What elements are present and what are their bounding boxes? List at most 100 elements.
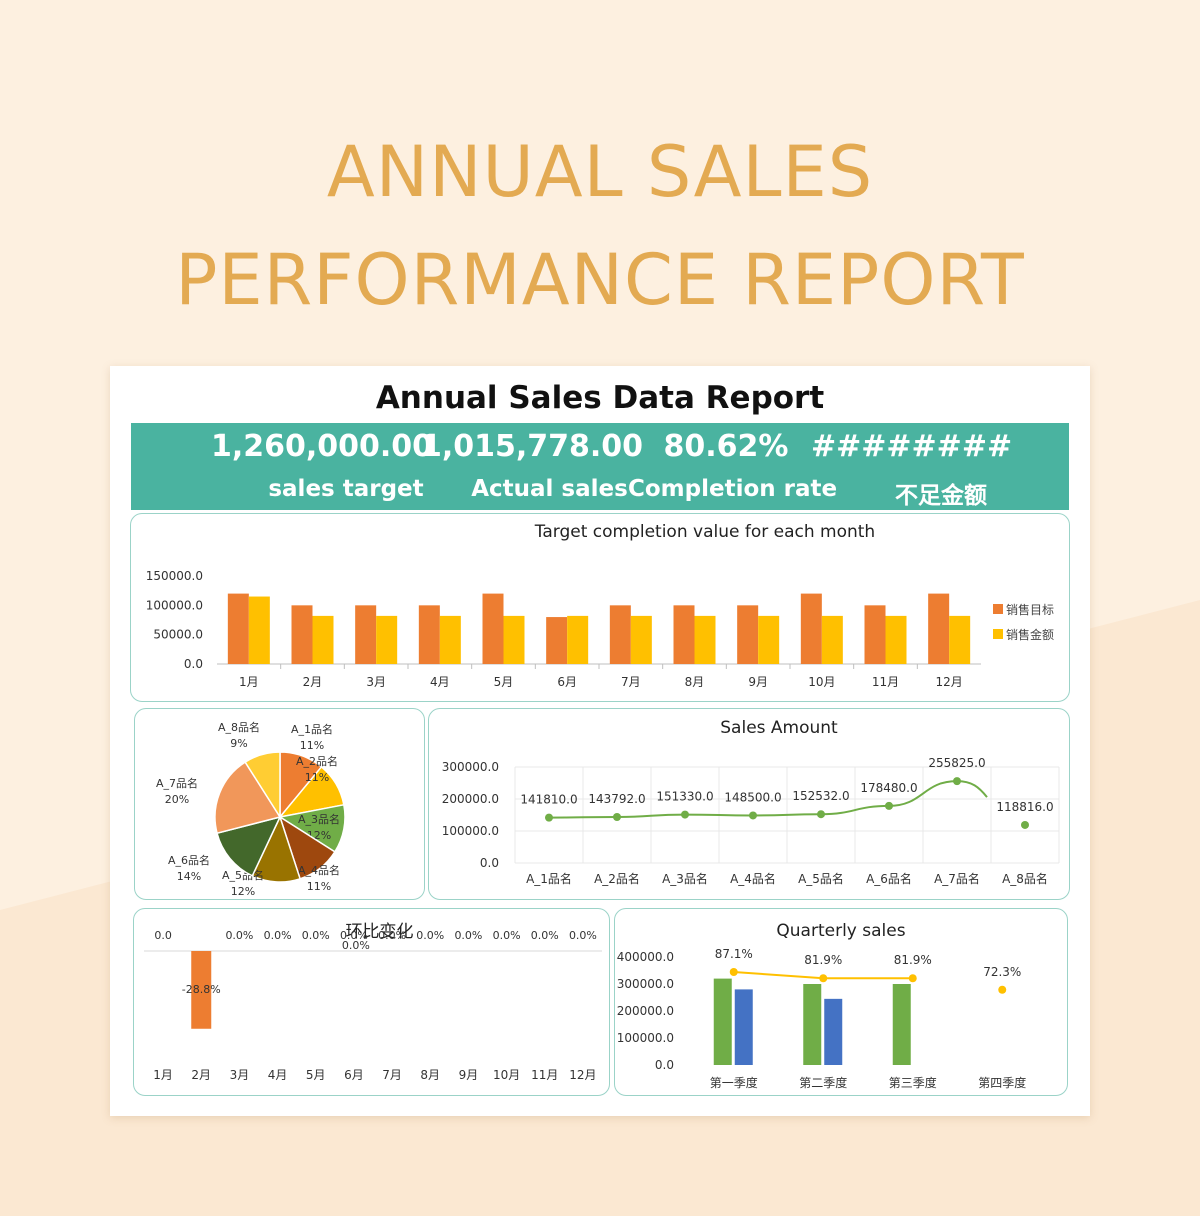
quarter-bar: [892, 984, 911, 1065]
x-tick-label: A_5品名: [798, 871, 844, 886]
x-tick-label: 9月: [459, 1068, 479, 1082]
rate-point: [729, 968, 738, 976]
hero-title: ANNUAL SALES PERFORMANCE REPORT: [0, 118, 1200, 334]
y-tick-label: 0.0: [480, 856, 499, 870]
pie-percent-label: 12%: [231, 885, 255, 898]
data-point: [749, 811, 757, 820]
data-label: 255825.0: [928, 756, 985, 770]
x-tick-label: 5月: [494, 675, 514, 689]
pie-category-label: A_2品名: [296, 754, 338, 768]
sales-amount-title: Sales Amount: [720, 718, 838, 738]
data-label: 0.0%: [493, 929, 521, 942]
y-tick-label: 150000.0: [146, 569, 203, 583]
quarter-bar: [803, 984, 822, 1065]
pie-category-label: A_7品名: [156, 776, 198, 790]
bar-actual: [312, 615, 334, 664]
data-label: 0.0%: [340, 929, 368, 942]
x-tick-label: 4月: [430, 675, 450, 689]
hero-title-line2: PERFORMANCE REPORT: [175, 239, 1025, 321]
bar-actual: [567, 615, 589, 664]
kpi-sales-target-value: 1,260,000.00: [211, 429, 434, 464]
report-title: Annual Sales Data Report: [375, 380, 825, 416]
mom-change-title: 环比变化: [345, 922, 414, 942]
bar-target: [291, 605, 313, 664]
x-tick-label: 第二季度: [799, 1075, 847, 1090]
bar-target: [673, 605, 695, 664]
x-tick-label: A_6品名: [866, 871, 912, 886]
bar-target: [928, 593, 950, 664]
rate-label: 81.9%: [894, 953, 932, 967]
data-label: 0.0%: [531, 929, 559, 942]
x-tick-label: 6月: [557, 675, 577, 689]
pie-percent-label: 20%: [165, 793, 189, 806]
sales-line: [548, 780, 988, 819]
monthly-target-panel: Target completion value for each month 1…: [130, 513, 1070, 702]
product-pie-chart: A_1品名11%A_2品名11%A_3品名12%A_4品名11%A_5品名12%…: [156, 720, 346, 898]
y-tick-label: 300000.0: [617, 977, 674, 991]
y-tick-label: 0.0: [655, 1058, 674, 1072]
rate-label: 81.9%: [804, 953, 842, 967]
legend-label: 销售目标: [1006, 602, 1054, 617]
pie-slice: [214, 761, 282, 835]
data-label: 0.0: [154, 929, 172, 942]
monthly-chart-title: Target completion value for each month: [534, 522, 876, 542]
data-point: [613, 812, 621, 821]
bar-target: [227, 593, 249, 664]
data-label: 118816.0: [996, 800, 1053, 814]
y-tick-label: 400000.0: [617, 950, 674, 964]
x-tick-label: 1月: [153, 1068, 173, 1082]
pie-category-label: A_8品名: [218, 720, 260, 734]
rate-label: 87.1%: [715, 947, 753, 961]
quarter-bar: [734, 989, 753, 1065]
rate-point: [908, 974, 917, 983]
sales-amount-panel: Sales Amount 300000.0 200000.0 100000.0 0.0…: [428, 708, 1070, 900]
x-tick-label: A_3品名: [662, 871, 708, 886]
x-tick-label: A_8品名: [1002, 871, 1048, 886]
x-tick-label: 2月: [303, 675, 323, 689]
mom-change-bar-chart: 0.0 1月 -28.8% 2月 0.0% 3月 0.0% 4月 0.0% 5月 0.0% 6月 0.0…: [144, 929, 602, 1082]
data-label: 141810.0: [520, 793, 577, 807]
bar-actual: [439, 615, 461, 664]
kpi-actual-sales-value: 1,015,778.00: [421, 429, 644, 464]
data-point: [681, 810, 689, 819]
x-tick-label: 3月: [230, 1068, 250, 1082]
bar-target: [800, 593, 822, 664]
x-tick-label: 7月: [382, 1068, 402, 1082]
data-label: 0.0%: [302, 929, 330, 942]
data-label: 152532.0: [792, 789, 849, 803]
bar-target: [546, 617, 568, 664]
kpi-band: 1,260,000.00 1,015,778.00 80.62% #######…: [131, 423, 1069, 510]
sales-amount-line-chart: 300000.0 200000.0 100000.0 0.0 141810.0 A_1品名…: [442, 756, 1060, 886]
x-tick-label: 3月: [366, 675, 386, 689]
bar-target: [355, 605, 377, 664]
y-tick-label: 0.0: [184, 657, 203, 671]
kpi-sales-target-label: sales target: [268, 476, 424, 502]
product-share-panel: A_1品名 11% A_2品名 11% A_3品名 12% A_4品名 11% A_5品名 12%…: [134, 708, 425, 900]
rate-point: [819, 974, 828, 983]
quarterly-title: Quarterly sales: [776, 921, 906, 941]
data-point: [817, 810, 825, 819]
data-label: 0.0%: [569, 929, 597, 942]
x-tick-label: 第三季度: [889, 1075, 937, 1090]
data-point: [953, 777, 961, 786]
bar-target: [609, 605, 631, 664]
data-label: 148500.0: [724, 790, 781, 804]
data-label: 151330.0: [656, 790, 713, 804]
pie-percent-label: 14%: [177, 870, 201, 883]
bar-actual: [376, 615, 398, 664]
bar-actual: [949, 615, 971, 664]
quarter-bar: [824, 998, 843, 1065]
x-tick-label: 11月: [531, 1068, 558, 1082]
data-label: -28.8%: [182, 983, 221, 996]
data-label: 0.0%: [454, 929, 482, 942]
data-label: 178480.0: [860, 781, 917, 795]
x-tick-label: 第一季度: [710, 1075, 758, 1090]
x-tick-label: 10月: [493, 1068, 520, 1082]
bar-actual: [503, 615, 525, 664]
pie-percent-label: 11%: [307, 880, 331, 893]
hero-title-line1: ANNUAL SALES: [326, 131, 874, 213]
bar-target: [418, 605, 440, 664]
x-tick-label: A_2品名: [594, 871, 640, 886]
bar-actual: [885, 615, 907, 664]
monthly-bar-chart: 150000.0 100000.0 50000.0 0.0 1月 2月 3月 4月 5月 6月 7月…: [146, 569, 1054, 689]
